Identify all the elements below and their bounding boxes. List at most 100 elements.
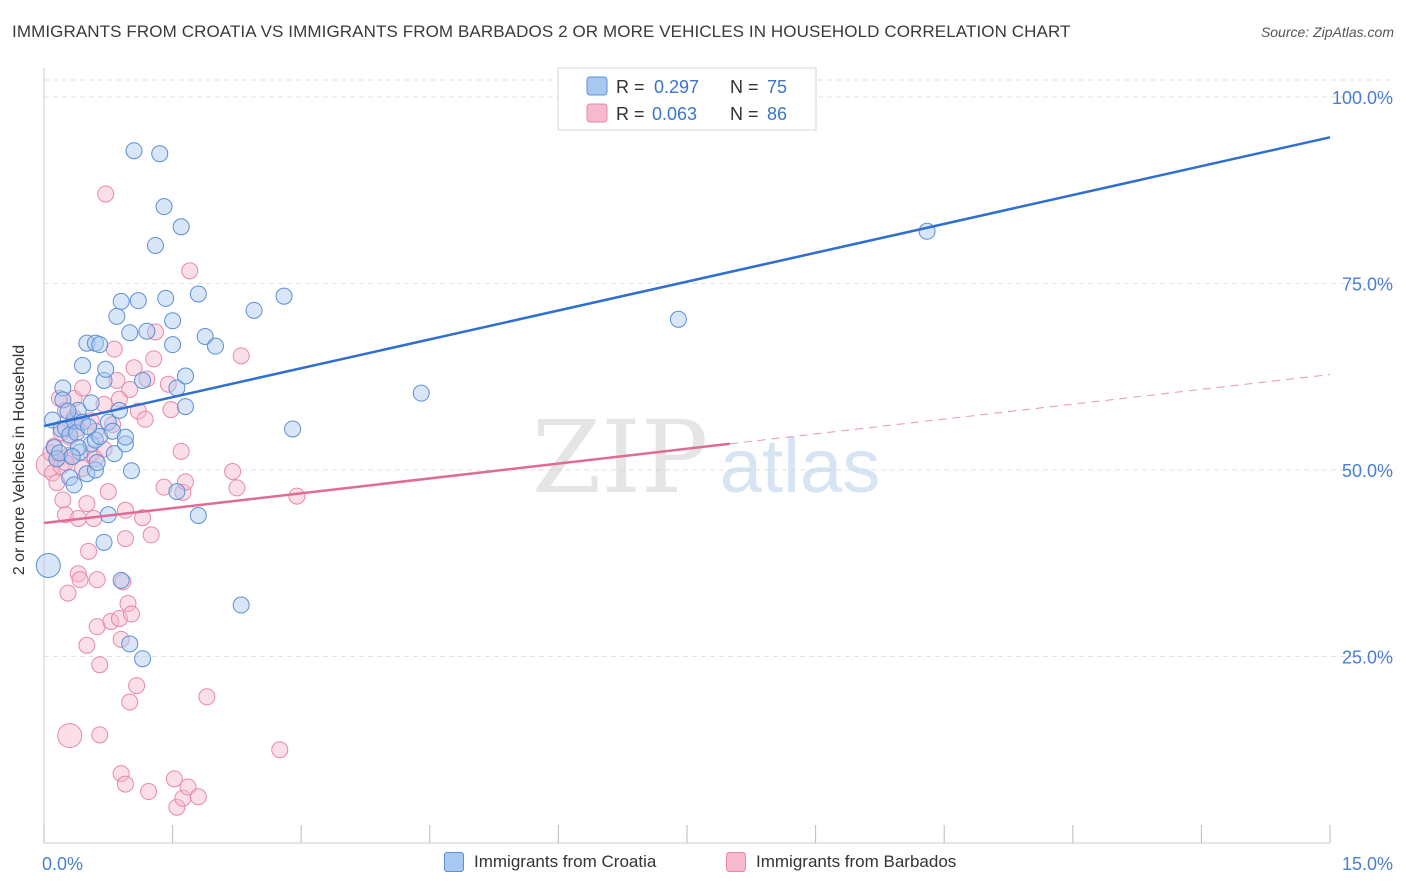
croatia-point	[108, 307, 126, 325]
barbados-point	[91, 656, 109, 674]
croatia-point	[412, 384, 430, 402]
barbados-point	[198, 688, 216, 706]
croatia-point	[54, 391, 72, 409]
series-barbados-points	[35, 185, 306, 816]
croatia-point	[116, 428, 134, 446]
barbados-point	[165, 770, 183, 788]
legend-n-value-croatia: 75	[767, 77, 787, 97]
croatia-point	[151, 145, 169, 163]
trend-line-croatia	[43, 136, 1331, 428]
croatia-point	[78, 465, 96, 483]
top-legend: R = 0.297 N = 75 R = 0.063 N = 86	[557, 67, 817, 131]
croatia-point	[125, 142, 143, 160]
y-tick-labels: 25.0% 50.0% 75.0% 100.0%	[1332, 88, 1393, 668]
barbados-point	[224, 462, 242, 480]
barbados-point	[142, 526, 160, 544]
legend-label-croatia: Immigrants from Croatia	[474, 852, 657, 871]
legend-n-label-croatia: N =	[730, 77, 759, 97]
trend-line-barbados-extension	[729, 374, 1331, 445]
croatia-point	[206, 337, 224, 355]
trend-line-barbados	[43, 442, 731, 525]
barbados-point	[121, 380, 139, 398]
croatia-point	[105, 445, 123, 463]
croatia-point	[91, 336, 109, 354]
croatia-point	[82, 394, 100, 412]
gridlines	[44, 79, 1395, 657]
barbados-point	[155, 478, 173, 496]
chart-title: IMMIGRANTS FROM CROATIA VS IMMIGRANTS FR…	[12, 22, 1071, 41]
barbados-point	[232, 347, 250, 365]
y-tick-label: 50.0%	[1342, 461, 1393, 481]
croatia-point	[134, 371, 152, 389]
croatia-point	[189, 507, 207, 525]
barbados-point	[134, 509, 152, 527]
barbados-point	[112, 630, 130, 648]
y-tick-label: 100.0%	[1332, 88, 1393, 108]
croatia-point	[63, 448, 81, 466]
croatia-point	[669, 310, 687, 328]
croatia-point	[121, 635, 139, 653]
trend-lines	[43, 136, 1331, 525]
legend-swatch-croatia	[586, 76, 608, 96]
legend-r-value-barbados: 0.063	[652, 104, 697, 124]
watermark-atlas: atlas	[720, 424, 881, 509]
legend-swatch-barbados	[586, 103, 608, 123]
watermark: ZIP atlas	[532, 399, 880, 516]
barbados-point	[78, 636, 96, 654]
barbados-point	[271, 741, 289, 759]
barbados-point	[125, 359, 143, 377]
croatia-point	[189, 285, 207, 303]
legend-r-label-croatia: R =	[616, 77, 645, 97]
barbados-point	[95, 440, 113, 458]
croatia-point	[69, 439, 87, 457]
legend-item-croatia: Immigrants from Croatia	[444, 852, 656, 872]
barbados-point	[121, 693, 139, 711]
croatia-point	[134, 650, 152, 668]
croatia-point	[99, 413, 117, 431]
barbados-point	[108, 371, 126, 389]
barbados-point	[78, 495, 96, 513]
croatia-point	[78, 334, 96, 352]
barbados-point	[105, 340, 123, 358]
y-tick-label: 25.0%	[1342, 648, 1393, 668]
barbados-point	[116, 530, 134, 548]
croatia-point	[176, 398, 194, 416]
barbados-point	[56, 506, 74, 524]
bottom-legend: Immigrants from Croatia Immigrants from …	[0, 850, 1406, 880]
croatia-point	[45, 439, 63, 457]
croatia-point	[164, 312, 182, 330]
barbados-point	[172, 442, 190, 460]
croatia-point	[176, 367, 194, 385]
croatia-point	[232, 596, 250, 614]
x-tick-label: 15.0%	[1342, 854, 1393, 874]
x-tick-labels: 0.0% 15.0%	[42, 854, 1393, 874]
croatia-point	[275, 287, 293, 305]
croatia-point	[35, 552, 61, 578]
croatia-point	[50, 444, 68, 462]
y-tick-label: 75.0%	[1342, 275, 1393, 295]
legend-swatch-barbados-bottom	[726, 852, 746, 872]
barbados-point	[71, 571, 89, 589]
croatia-point	[65, 476, 83, 494]
barbados-point	[88, 571, 106, 589]
legend-r-value-croatia: 0.297	[654, 77, 699, 97]
barbados-point	[181, 262, 199, 280]
barbados-point	[136, 410, 154, 428]
source-label: Source: ZipAtlas.com	[1260, 24, 1394, 40]
legend-swatch-croatia-bottom	[444, 852, 464, 872]
barbados-point	[159, 375, 177, 393]
croatia-point	[284, 420, 302, 438]
barbados-point	[189, 788, 207, 806]
barbados-point	[57, 723, 83, 749]
croatia-point	[245, 301, 263, 319]
barbados-point	[116, 501, 134, 519]
axes	[43, 68, 1331, 844]
barbados-point	[80, 542, 98, 560]
croatia-point	[74, 357, 92, 375]
croatia-point	[54, 379, 72, 397]
barbados-point	[74, 379, 92, 397]
barbados-point	[174, 483, 192, 501]
barbados-point	[176, 473, 194, 491]
croatia-point	[168, 483, 186, 501]
